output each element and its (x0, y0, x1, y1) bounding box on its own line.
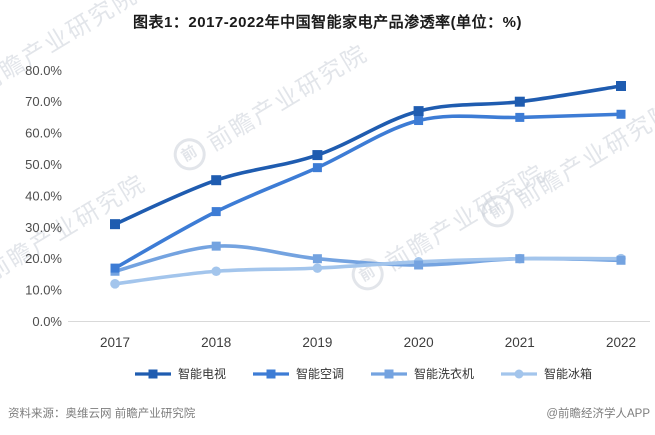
smart-fridge-point-2018 (211, 266, 221, 277)
series-line-smart-tv (113, 84, 623, 226)
smart-washer-point-2020 (414, 260, 424, 270)
x-tick-label: 2021 (505, 335, 535, 350)
smart-ac-point-2018 (211, 207, 221, 217)
legend-label: 智能洗衣机 (414, 367, 475, 381)
y-tick-label: 40.0% (25, 188, 62, 203)
smart-fridge-point-2017 (110, 279, 120, 289)
legend-item-smart-washer: 智能洗衣机 (371, 365, 474, 382)
smart-tv-point-2021 (514, 96, 525, 107)
series-line-smart-fridge (113, 256, 623, 286)
smart-washer-point-2018 (211, 241, 221, 251)
legend-label: 智能冰箱 (544, 367, 593, 381)
y-tick-label: 80.0% (25, 63, 62, 78)
smart-ac-point-2020 (414, 116, 424, 126)
legend-marker-smart-washer (371, 369, 407, 378)
x-tick-label: 2020 (404, 335, 434, 350)
chart-title: 图表1：2017-2022年中国智能家电产品渗透率(单位：%) (133, 14, 522, 31)
legend-item-smart-tv: 智能电视 (134, 365, 226, 382)
smart-ac-point-2019 (312, 163, 322, 173)
y-tick-label: 60.0% (25, 126, 62, 141)
smart-tv-point-2018 (211, 175, 222, 186)
legend-marker-smart-ac (252, 369, 289, 378)
smart-tv-point-2019 (312, 150, 323, 161)
legend-label: 智能空调 (295, 367, 344, 381)
y-tick-label: 50.0% (25, 157, 62, 172)
y-tick-label: 30.0% (25, 220, 62, 235)
page-footer: 资料来源：奥维云网 前瞻产业研究院 @前瞻经济学人APP (0, 405, 655, 421)
legend-item-smart-ac: 智能空调 (252, 365, 344, 382)
smart-washer-point-2021 (515, 254, 525, 264)
x-tick-label: 2017 (100, 335, 130, 350)
credit-note: @前瞻经济学人APP (546, 408, 650, 420)
x-tick-label: 2019 (302, 335, 332, 350)
smart-tv-point-2017 (110, 219, 120, 230)
legend-marker-smart-tv (134, 369, 171, 378)
legend: 智能电视 智能空调 智能洗衣机 智能冰箱 (0, 365, 655, 382)
smart-tv-point-2020 (413, 106, 424, 117)
y-tick-label: 10.0% (25, 283, 62, 298)
smart-washer-point-2019 (312, 254, 322, 264)
source-note: 资料来源：奥维云网 前瞻产业研究院 (8, 408, 196, 420)
smart-tv-point-2022 (616, 81, 626, 91)
legend-item-smart-fridge: 智能冰箱 (501, 365, 592, 382)
y-tick-label: 20.0% (25, 251, 62, 266)
smart-fridge-point-2019 (312, 263, 323, 273)
y-tick-label: 0.0% (32, 314, 62, 329)
smart-washer-point-2022 (616, 255, 626, 265)
series-line-smart-ac (113, 112, 623, 270)
legend-label: 智能电视 (177, 367, 226, 381)
smart-ac-point-2022 (616, 109, 626, 119)
smart-ac-point-2017 (110, 263, 120, 273)
legend-marker-smart-fridge (501, 369, 538, 378)
y-tick-label: 70.0% (25, 94, 62, 109)
x-tick-label: 2022 (606, 335, 636, 350)
x-tick-label: 2018 (201, 335, 231, 350)
smart-ac-point-2021 (515, 112, 525, 122)
